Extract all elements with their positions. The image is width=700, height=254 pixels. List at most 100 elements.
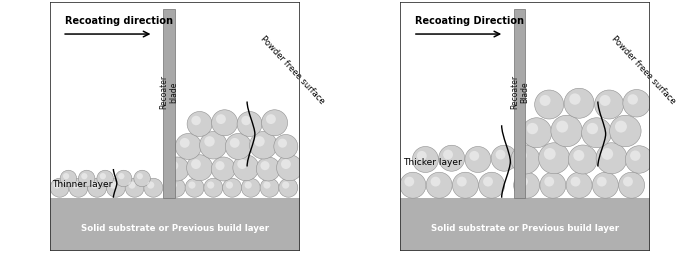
Circle shape bbox=[106, 179, 125, 197]
Circle shape bbox=[185, 179, 204, 197]
Circle shape bbox=[241, 179, 260, 197]
Circle shape bbox=[91, 182, 98, 189]
Bar bbox=[400, 198, 650, 251]
Circle shape bbox=[535, 91, 564, 120]
Circle shape bbox=[630, 151, 640, 161]
Circle shape bbox=[116, 171, 132, 187]
Circle shape bbox=[570, 177, 580, 187]
Circle shape bbox=[88, 179, 106, 197]
Circle shape bbox=[226, 182, 233, 189]
Text: Recoater
blade: Recoater blade bbox=[160, 74, 178, 108]
Circle shape bbox=[176, 134, 202, 160]
Circle shape bbox=[417, 151, 427, 161]
Bar bbox=[50, 198, 300, 251]
Circle shape bbox=[223, 179, 241, 197]
Circle shape bbox=[266, 115, 276, 124]
Circle shape bbox=[610, 116, 641, 147]
Circle shape bbox=[237, 112, 262, 137]
Text: Powder freee surface: Powder freee surface bbox=[609, 34, 677, 105]
Circle shape bbox=[282, 182, 289, 189]
Circle shape bbox=[491, 146, 517, 171]
Circle shape bbox=[596, 143, 627, 174]
Circle shape bbox=[526, 123, 538, 135]
Circle shape bbox=[623, 90, 650, 118]
Circle shape bbox=[405, 177, 414, 187]
Circle shape bbox=[569, 94, 580, 105]
Circle shape bbox=[207, 182, 214, 189]
Circle shape bbox=[538, 143, 570, 174]
Text: Recoating Direction: Recoating Direction bbox=[415, 16, 524, 26]
Circle shape bbox=[244, 182, 252, 189]
Circle shape bbox=[587, 123, 598, 135]
Circle shape bbox=[483, 177, 493, 187]
Circle shape bbox=[623, 177, 633, 187]
Circle shape bbox=[452, 172, 478, 198]
Text: Thinner layer: Thinner layer bbox=[52, 179, 113, 188]
Circle shape bbox=[511, 146, 540, 174]
Circle shape bbox=[237, 160, 247, 169]
Circle shape bbox=[627, 95, 638, 105]
Circle shape bbox=[469, 151, 480, 161]
Circle shape bbox=[169, 182, 177, 189]
Text: Recoating direction: Recoating direction bbox=[64, 16, 173, 26]
Circle shape bbox=[169, 162, 178, 170]
Circle shape bbox=[180, 138, 190, 148]
Circle shape bbox=[540, 172, 566, 198]
Circle shape bbox=[134, 171, 150, 187]
Circle shape bbox=[412, 147, 438, 173]
Circle shape bbox=[465, 147, 491, 173]
Circle shape bbox=[99, 173, 106, 180]
Circle shape bbox=[97, 171, 113, 187]
Circle shape bbox=[457, 177, 467, 187]
Circle shape bbox=[599, 96, 610, 106]
Circle shape bbox=[167, 179, 186, 197]
Circle shape bbox=[211, 110, 237, 136]
Circle shape bbox=[216, 162, 225, 170]
Circle shape bbox=[545, 177, 554, 187]
Circle shape bbox=[72, 182, 79, 189]
Circle shape bbox=[625, 146, 653, 173]
Circle shape bbox=[518, 177, 528, 187]
Text: Recoater
Blade: Recoater Blade bbox=[510, 74, 529, 108]
Circle shape bbox=[50, 179, 69, 197]
Circle shape bbox=[233, 155, 259, 181]
Circle shape bbox=[69, 179, 88, 197]
Text: Powder freee surface: Powder freee surface bbox=[258, 34, 326, 105]
Circle shape bbox=[260, 162, 270, 170]
Circle shape bbox=[230, 138, 239, 148]
Circle shape bbox=[516, 150, 527, 161]
Circle shape bbox=[443, 150, 453, 160]
Circle shape bbox=[187, 155, 213, 181]
Circle shape bbox=[540, 96, 551, 106]
Circle shape bbox=[426, 172, 452, 198]
Circle shape bbox=[187, 112, 212, 137]
Circle shape bbox=[136, 173, 143, 180]
Circle shape bbox=[514, 172, 540, 198]
Bar bbox=[163, 10, 174, 198]
Circle shape bbox=[165, 157, 189, 181]
Circle shape bbox=[582, 118, 612, 148]
Circle shape bbox=[439, 146, 465, 171]
Circle shape bbox=[281, 160, 291, 169]
Circle shape bbox=[78, 171, 95, 187]
Circle shape bbox=[128, 182, 136, 189]
Circle shape bbox=[256, 157, 280, 181]
Circle shape bbox=[573, 150, 584, 161]
Circle shape bbox=[564, 89, 594, 119]
Circle shape bbox=[522, 118, 552, 148]
Circle shape bbox=[199, 132, 227, 159]
Circle shape bbox=[241, 116, 251, 126]
Circle shape bbox=[400, 172, 426, 198]
Circle shape bbox=[263, 182, 270, 189]
Circle shape bbox=[225, 134, 251, 160]
Circle shape bbox=[279, 179, 298, 197]
Circle shape bbox=[594, 91, 624, 120]
Circle shape bbox=[276, 155, 302, 181]
Circle shape bbox=[278, 139, 287, 148]
Text: Thicker layer: Thicker layer bbox=[403, 157, 462, 166]
Circle shape bbox=[250, 132, 277, 159]
Circle shape bbox=[597, 177, 607, 187]
Circle shape bbox=[204, 137, 215, 147]
Circle shape bbox=[191, 116, 201, 126]
Circle shape bbox=[551, 116, 582, 147]
